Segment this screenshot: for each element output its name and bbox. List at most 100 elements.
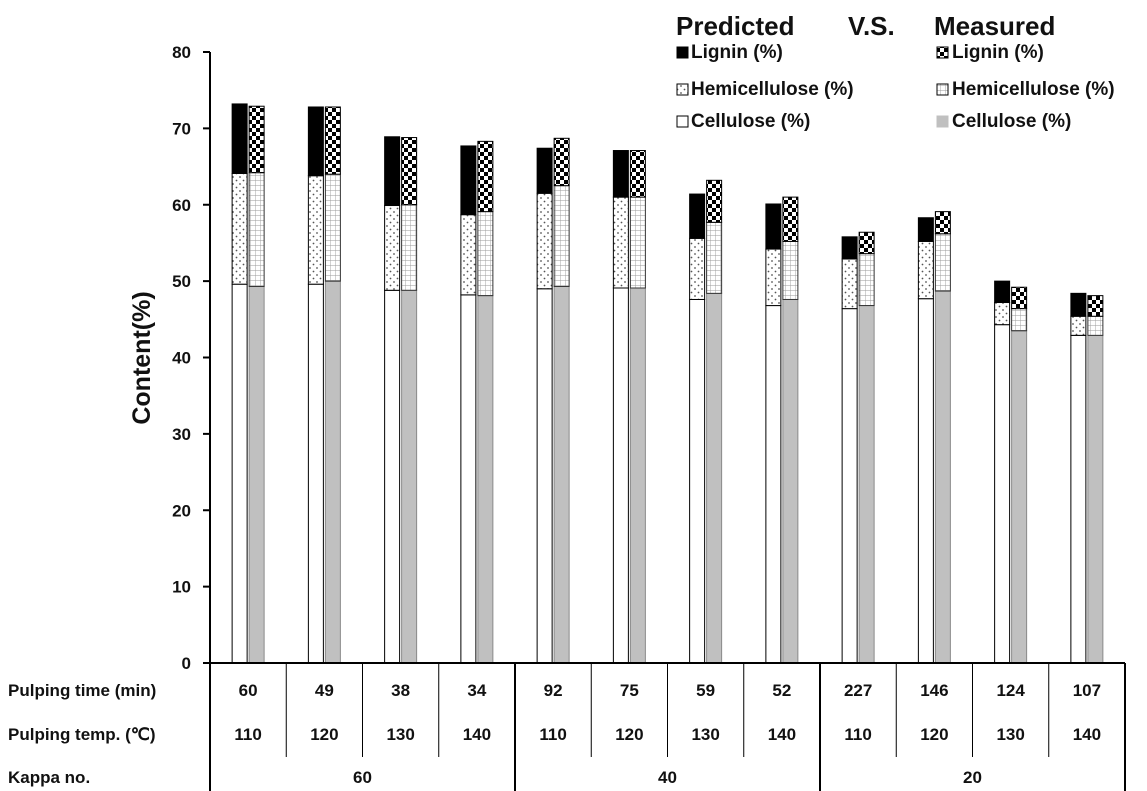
y-tick-label: 0: [182, 654, 191, 673]
bar-measured-cellulose: [858, 305, 875, 664]
table-cell-time: 75: [620, 681, 639, 700]
y-tick-label: 10: [172, 578, 191, 597]
bar-measured-cellulose: [477, 295, 494, 664]
bar-predicted-hemicellulose: [1070, 315, 1087, 336]
table-cell-temp: 140: [768, 725, 796, 744]
bar-measured-lignin: [477, 140, 494, 213]
bar-measured-hemicellulose: [324, 173, 341, 282]
legend-label-predicted-hemicellulose: Hemicellulose (%): [691, 79, 854, 100]
bar-measured-lignin: [401, 137, 418, 206]
category-table: Pulping time (min) Pulping temp. (℃) Kappa…: [8, 662, 1126, 791]
bar-predicted-cellulose: [1070, 334, 1087, 664]
legend-swatch-measured-cellulose: [936, 115, 949, 128]
bar-measured-lignin: [1011, 286, 1028, 310]
bar-predicted-hemicellulose: [917, 240, 934, 300]
bar-predicted-hemicellulose: [536, 192, 553, 290]
bar-predicted-cellulose: [384, 289, 401, 664]
bar-measured-hemicellulose: [858, 253, 875, 307]
legend-swatch-measured-hemicellulose: [936, 83, 949, 96]
bar-measured-lignin: [629, 150, 646, 198]
bar-predicted-hemicellulose: [384, 205, 401, 291]
bar-measured-hemicellulose: [934, 233, 951, 292]
bar-predicted-hemicellulose: [307, 175, 324, 285]
bar-measured-cellulose: [1087, 334, 1104, 664]
table-cell-time: 92: [544, 681, 563, 700]
legend-label-measured-hemicellulose: Hemicellulose (%): [952, 79, 1115, 100]
bar-predicted-lignin: [917, 217, 934, 242]
table-row-label-temp: Pulping temp. (℃): [8, 725, 156, 744]
y-tick-label: 30: [172, 425, 191, 444]
table-cell-temp: 130: [996, 725, 1024, 744]
bar-measured-cellulose: [934, 290, 951, 664]
table-row-label-kappa: Kappa no.: [8, 768, 90, 787]
y-tick-label: 70: [172, 119, 191, 138]
bar-predicted-lignin: [536, 147, 553, 194]
y-tick-label: 60: [172, 196, 191, 215]
table-cell-temp: 140: [1073, 725, 1101, 744]
bar-predicted-lignin: [612, 150, 629, 198]
y-tick-label: 20: [172, 501, 191, 520]
bar-predicted-hemicellulose: [689, 237, 706, 300]
legend-label-predicted-cellulose: Cellulose (%): [691, 111, 810, 132]
legend-swatch-measured-lignin: [936, 46, 949, 59]
bar-predicted-lignin: [841, 236, 858, 260]
bar-predicted-lignin: [307, 106, 324, 177]
bar-measured-lignin: [782, 196, 799, 242]
bar-measured-cellulose: [706, 292, 723, 664]
table-cell-time: 107: [1073, 681, 1101, 700]
bar-measured-lignin: [1087, 295, 1104, 317]
legend-swatch-predicted-lignin: [676, 46, 689, 59]
y-tick-label: 50: [172, 272, 191, 291]
table-cell-kappa: 60: [353, 768, 372, 787]
table-cell-time: 52: [772, 681, 791, 700]
bar-measured-lignin: [553, 137, 570, 187]
bar-predicted-lignin: [765, 203, 782, 250]
bar-predicted-lignin: [384, 136, 401, 207]
table-cell-temp: 120: [310, 725, 338, 744]
bar-measured-hemicellulose: [401, 204, 418, 291]
table-cell-kappa: 20: [963, 768, 982, 787]
table-cell-temp: 140: [463, 725, 491, 744]
table-cell-time: 146: [920, 681, 948, 700]
bar-measured-hemicellulose: [629, 196, 646, 289]
bar-predicted-cellulose: [841, 308, 858, 664]
legend-label-measured-cellulose: Cellulose (%): [952, 111, 1071, 132]
bar-predicted-lignin: [1070, 292, 1087, 317]
legend-swatch-predicted-cellulose: [676, 115, 689, 128]
bar-measured-cellulose: [629, 287, 646, 664]
bars: [231, 103, 1104, 664]
table-cell-time: 49: [315, 681, 334, 700]
table-cell-temp: 120: [920, 725, 948, 744]
table-cell-temp: 110: [844, 725, 871, 744]
y-axis: 0 10 20 30 40 50 60 70 80: [172, 43, 211, 673]
bar-measured-lignin: [934, 211, 951, 235]
legend-vs: V.S.: [848, 11, 895, 41]
bar-predicted-cellulose: [307, 283, 324, 664]
bar-predicted-cellulose: [231, 283, 248, 664]
table-row-label-time: Pulping time (min): [8, 681, 156, 700]
legend: Predicted V.S. Measured Lignin (%) Hemic…: [676, 11, 1115, 132]
bar-measured-hemicellulose: [553, 185, 570, 287]
bar-predicted-cellulose: [765, 305, 782, 664]
bar-predicted-cellulose: [689, 298, 706, 664]
legend-label-measured-lignin: Lignin (%): [952, 42, 1044, 63]
table-cell-time: 227: [844, 681, 872, 700]
bar-measured-lignin: [248, 105, 265, 174]
table-cell-temp: 110: [234, 725, 261, 744]
bar-measured-lignin: [706, 179, 723, 223]
table-cell-temp: 130: [691, 725, 719, 744]
bar-predicted-cellulose: [612, 287, 629, 664]
legend-measured-header: Measured: [934, 11, 1055, 41]
bar-predicted-hemicellulose: [994, 302, 1011, 326]
bar-predicted-cellulose: [917, 298, 934, 664]
bar-measured-cellulose: [1011, 330, 1028, 664]
table-cell-temp: 130: [386, 725, 414, 744]
legend-label-predicted-lignin: Lignin (%): [691, 42, 783, 63]
bar-measured-lignin: [324, 106, 341, 175]
table-cell-time: 60: [239, 681, 258, 700]
y-tick-label: 40: [172, 349, 191, 368]
bar-measured-hemicellulose: [248, 172, 265, 287]
table-cell-time: 59: [696, 681, 715, 700]
bar-predicted-cellulose: [460, 294, 477, 664]
